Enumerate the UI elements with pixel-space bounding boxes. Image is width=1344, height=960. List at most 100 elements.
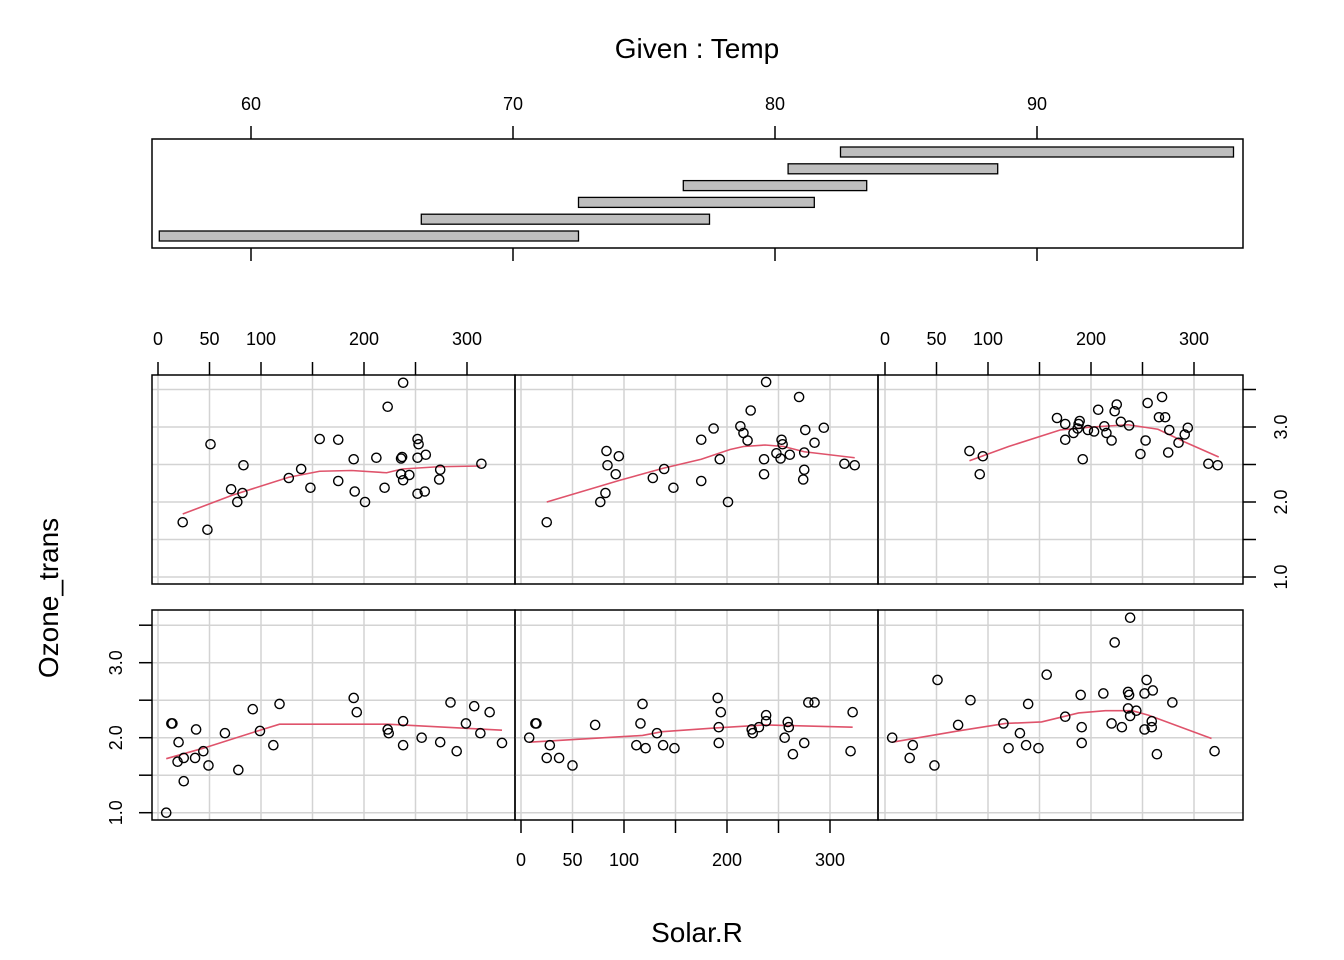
data-point bbox=[332, 434, 344, 446]
data-point bbox=[178, 752, 190, 764]
data-point bbox=[839, 458, 850, 470]
data-point bbox=[1182, 422, 1194, 434]
data-point bbox=[475, 727, 486, 739]
data-point bbox=[1146, 721, 1158, 733]
data-point bbox=[1106, 435, 1117, 446]
panel-2: 0 50 100 200 300 bbox=[514, 609, 879, 870]
data-point bbox=[635, 718, 646, 729]
data-point bbox=[758, 453, 770, 465]
y-axis-label: Ozone_trans bbox=[33, 518, 64, 678]
panel-box bbox=[877, 609, 1244, 821]
smooth-line bbox=[182, 465, 481, 515]
data-point bbox=[1173, 437, 1184, 449]
data-point bbox=[1022, 698, 1034, 710]
data-point bbox=[779, 732, 790, 744]
given-panel: 60 70 80 90 bbox=[151, 94, 1244, 261]
x-tick-label: 100 bbox=[609, 850, 639, 870]
data-point bbox=[177, 516, 189, 528]
smooth-line bbox=[892, 709, 1212, 743]
data-point bbox=[904, 752, 916, 764]
data-point bbox=[348, 453, 360, 465]
data-point bbox=[1123, 689, 1135, 701]
data-point bbox=[640, 742, 651, 754]
data-point bbox=[965, 694, 976, 706]
data-point bbox=[669, 742, 680, 754]
data-point bbox=[1142, 397, 1153, 409]
data-point bbox=[793, 391, 805, 403]
x-axis-label: Solar.R bbox=[651, 917, 743, 948]
data-point bbox=[610, 468, 622, 480]
data-point bbox=[544, 739, 556, 751]
x-tick-label: 100 bbox=[246, 329, 276, 349]
smooth-line bbox=[969, 423, 1220, 462]
data-point bbox=[1209, 745, 1220, 757]
data-point bbox=[760, 709, 772, 721]
data-point bbox=[247, 703, 259, 715]
data-point bbox=[1077, 453, 1089, 465]
data-point bbox=[1141, 674, 1152, 686]
data-point bbox=[952, 719, 964, 731]
data-point bbox=[476, 458, 487, 470]
data-point bbox=[758, 468, 770, 480]
data-point bbox=[818, 422, 830, 434]
data-point bbox=[295, 463, 307, 475]
data-point bbox=[1076, 721, 1088, 733]
data-point bbox=[268, 739, 279, 751]
y-tick-label: 2.0 bbox=[106, 725, 126, 750]
data-point bbox=[1146, 715, 1158, 727]
given-interval-bar bbox=[682, 179, 868, 192]
data-point bbox=[160, 807, 172, 819]
data-point bbox=[232, 496, 243, 508]
given-interval-bar bbox=[158, 230, 580, 242]
data-point bbox=[799, 424, 811, 436]
data-point bbox=[613, 450, 625, 462]
data-point bbox=[404, 469, 415, 481]
data-point bbox=[1162, 447, 1174, 458]
data-point bbox=[974, 468, 986, 480]
data-point bbox=[1139, 724, 1150, 735]
x-tick-label: 50 bbox=[562, 850, 582, 870]
data-point bbox=[371, 452, 382, 464]
y-tick-label: 1.0 bbox=[1271, 564, 1291, 589]
data-point bbox=[658, 463, 670, 475]
data-point bbox=[332, 475, 344, 487]
x-tick-label: 0 bbox=[153, 329, 163, 349]
data-point bbox=[708, 423, 719, 434]
data-point bbox=[647, 472, 659, 484]
data-point bbox=[382, 401, 393, 413]
given-panel-box bbox=[151, 138, 1244, 249]
x-tick-label: 300 bbox=[815, 850, 845, 870]
data-point bbox=[1106, 718, 1117, 729]
data-point bbox=[1163, 424, 1175, 436]
data-point bbox=[1073, 418, 1084, 430]
data-point bbox=[202, 524, 213, 536]
y-tick-label: 1.0 bbox=[106, 800, 126, 825]
data-point bbox=[849, 459, 861, 471]
data-point bbox=[735, 420, 746, 432]
data-point bbox=[1151, 748, 1163, 760]
panel-box bbox=[877, 374, 1244, 585]
data-point bbox=[451, 745, 463, 757]
data-point bbox=[198, 745, 209, 757]
data-point bbox=[589, 719, 601, 731]
data-point bbox=[254, 725, 266, 737]
data-point bbox=[809, 697, 820, 708]
data-point bbox=[416, 732, 427, 744]
data-point bbox=[784, 449, 796, 461]
data-point bbox=[1098, 688, 1109, 699]
data-point bbox=[695, 475, 707, 487]
data-point bbox=[349, 486, 361, 497]
data-point bbox=[713, 721, 725, 733]
data-point bbox=[397, 474, 409, 486]
data-point bbox=[695, 434, 707, 446]
data-point bbox=[809, 437, 820, 449]
y-tick-label: 2.0 bbox=[1271, 489, 1291, 514]
data-point bbox=[600, 487, 611, 499]
data-point bbox=[397, 377, 409, 389]
data-point bbox=[305, 482, 316, 494]
data-point bbox=[1109, 637, 1120, 648]
data-point bbox=[314, 433, 326, 445]
data-point bbox=[1156, 391, 1168, 403]
data-point bbox=[434, 736, 446, 748]
